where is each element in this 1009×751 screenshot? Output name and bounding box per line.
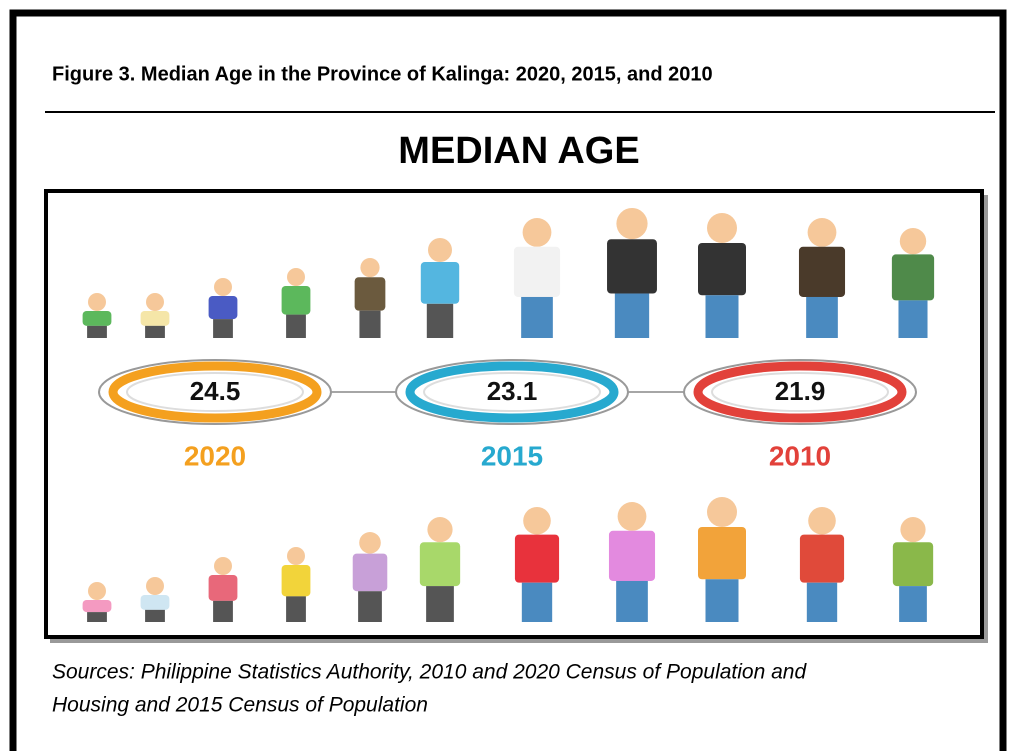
infographic-title: MEDIAN AGE (398, 130, 639, 172)
person-body (208, 575, 238, 601)
person-head (522, 218, 552, 247)
person-body (208, 296, 238, 320)
person-legs (213, 319, 233, 338)
person-legs (87, 325, 107, 338)
person-body (352, 553, 388, 592)
page-border (9, 9, 1007, 751)
person-head (360, 258, 380, 278)
person-legs (705, 579, 739, 622)
person-head (523, 507, 551, 535)
ring-inner (126, 372, 304, 412)
year-label: 2010 (769, 440, 831, 471)
person-body (514, 534, 560, 583)
year-label: 2015 (481, 440, 543, 471)
person-head (616, 208, 648, 240)
person-body (798, 246, 846, 297)
sources-line: Housing and 2015 Census of Population (52, 694, 428, 717)
person-legs (806, 582, 838, 622)
sources-line: Sources: Philippine Statistics Authority… (52, 661, 807, 684)
person-legs (521, 296, 553, 338)
person-head (146, 577, 164, 595)
person-head (214, 278, 232, 296)
person-legs (426, 303, 454, 338)
person-head (428, 238, 452, 262)
ring-inner (711, 372, 889, 412)
person-legs (899, 586, 927, 622)
person-head (88, 582, 106, 600)
person-body (140, 311, 170, 326)
person-legs (614, 293, 650, 338)
median-value: 21.9 (775, 376, 826, 406)
person-legs (521, 582, 553, 622)
person-head (287, 547, 305, 565)
people (82, 208, 935, 622)
person-head (707, 497, 737, 527)
person-head (427, 517, 453, 543)
figure-caption: Figure 3. Median Age in the Province of … (52, 63, 713, 85)
person-body (281, 565, 311, 597)
year-label: 2020 (184, 440, 246, 471)
person-legs (87, 612, 107, 622)
person-head (88, 293, 106, 311)
median-value: 23.1 (487, 376, 538, 406)
person-body (891, 254, 935, 301)
person-head (287, 268, 305, 286)
person-head (808, 507, 836, 535)
person-body (419, 542, 461, 587)
person-legs (145, 325, 165, 338)
person-body (82, 311, 112, 326)
person-body (513, 246, 561, 297)
person-legs (286, 314, 306, 338)
person-legs (358, 591, 382, 622)
person-legs (359, 310, 381, 338)
person-body (799, 534, 845, 583)
person-body (420, 262, 460, 304)
person-legs (616, 580, 648, 622)
person-legs (213, 600, 233, 622)
person-body (607, 239, 657, 294)
person-head (707, 213, 737, 243)
person-body (281, 286, 311, 315)
person-head (900, 517, 926, 543)
person-body (608, 530, 656, 581)
rings: 24.5 2020 23.1 2015 21.9 2010 (98, 359, 917, 471)
person-body (82, 600, 112, 613)
person-legs (898, 300, 928, 338)
person-legs (286, 596, 306, 622)
person-head (214, 557, 232, 575)
person-head (359, 532, 381, 554)
ring-inner (423, 372, 601, 412)
person-legs (705, 295, 739, 338)
person-body (140, 595, 170, 610)
person-body (698, 527, 746, 580)
person-body (354, 277, 386, 311)
person-head (807, 218, 837, 247)
person-head (146, 293, 164, 311)
person-head (617, 502, 647, 531)
person-legs (426, 586, 454, 622)
person-body (698, 243, 746, 296)
person-legs (145, 609, 165, 622)
person-body (892, 542, 934, 587)
person-legs (806, 296, 838, 338)
median-value: 24.5 (190, 376, 241, 406)
person-head (899, 228, 927, 255)
